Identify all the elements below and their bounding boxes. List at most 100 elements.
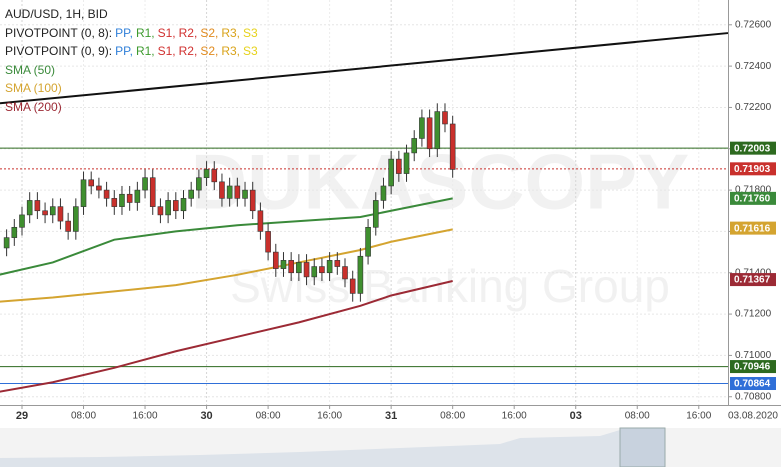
level-label-box bbox=[730, 273, 776, 287]
x-tick-label: 29 bbox=[16, 410, 28, 422]
candle-body bbox=[119, 193, 125, 207]
x-date-label: 03.08.2020 bbox=[728, 411, 778, 422]
x-tick-label: 30 bbox=[200, 410, 212, 422]
indicator-item: S2, bbox=[200, 44, 219, 58]
y-tick-label: 0.71800 bbox=[735, 185, 772, 196]
sma-line bbox=[0, 197, 453, 276]
candle-body bbox=[334, 260, 341, 267]
candle-body bbox=[219, 181, 225, 199]
candle-body bbox=[372, 200, 379, 228]
sma-line bbox=[0, 280, 453, 393]
indicator-item: S3 bbox=[243, 25, 258, 40]
sma-legend: SMA (50) SMA (100) SMA (200) bbox=[5, 61, 261, 117]
level-label-box bbox=[730, 162, 776, 176]
y-tick-label: 0.71400 bbox=[735, 267, 772, 278]
legend-entry: SMA (50) bbox=[5, 62, 56, 77]
candle-body bbox=[42, 210, 48, 216]
legend: AUD/USD, 1H, BID PIVOTPOINT (0, 8): PP, R1… bbox=[5, 5, 261, 116]
candle-body bbox=[357, 255, 364, 294]
candle-body bbox=[3, 237, 10, 249]
level-label: 0.71367 bbox=[734, 275, 771, 286]
candle-body bbox=[49, 206, 56, 216]
y-tick-label: 0.72200 bbox=[735, 102, 772, 113]
candle-body bbox=[257, 210, 264, 232]
indicator-item: R3, bbox=[221, 25, 241, 40]
x-tick-label: 16:00 bbox=[502, 411, 527, 422]
level-label-box bbox=[730, 141, 776, 155]
sma-line bbox=[0, 228, 453, 303]
candle-body bbox=[73, 206, 79, 232]
candle-body bbox=[126, 193, 133, 203]
grid bbox=[0, 0, 728, 405]
watermark-text: Swiss Banking Group bbox=[230, 260, 670, 312]
indicator-item: R1, bbox=[135, 25, 155, 40]
candle-body bbox=[88, 179, 95, 187]
candle-body bbox=[80, 179, 87, 207]
candle-body bbox=[103, 189, 110, 199]
indicator-row: PIVOTPOINT (0, 9): PP, R1, S1, R2, S2, R3, S3 bbox=[5, 42, 261, 61]
candle-body bbox=[134, 189, 141, 203]
level-label: 0.71760 bbox=[734, 194, 771, 205]
indicator-item: R2, bbox=[178, 25, 198, 40]
candle-body bbox=[149, 177, 156, 207]
indicator-name: PIVOTPOINT (0, 9): bbox=[5, 44, 113, 58]
indicator-row: PIVOTPOINT (0, 8): PP, R1, S1, R2, S2, R3, S3 bbox=[5, 24, 261, 43]
candle-body bbox=[265, 231, 271, 253]
candle-body bbox=[272, 251, 279, 269]
navigator-window[interactable] bbox=[619, 427, 666, 467]
level-label: 0.70864 bbox=[734, 379, 771, 390]
candle-body bbox=[211, 169, 218, 183]
legend-title: AUD/USD, 1H, BID bbox=[5, 7, 108, 21]
candle-body bbox=[303, 262, 310, 278]
candle-body bbox=[426, 117, 433, 150]
candle-body bbox=[188, 189, 194, 199]
y-tick-label: 0.71000 bbox=[735, 350, 772, 361]
x-tick-label: 16:00 bbox=[686, 411, 711, 422]
candle-body bbox=[57, 206, 64, 222]
candle-body bbox=[34, 200, 41, 212]
candle-body bbox=[26, 200, 33, 216]
level-label: 0.72003 bbox=[734, 143, 771, 154]
indicator-item: R1, bbox=[135, 44, 155, 58]
level-label-box bbox=[730, 221, 776, 235]
candle-body bbox=[388, 158, 394, 187]
indicator-item: PP, bbox=[115, 25, 133, 40]
candle-body bbox=[234, 185, 241, 199]
x-tick-label: 08:00 bbox=[625, 411, 650, 422]
indicator-item: R3, bbox=[221, 44, 241, 58]
level-label-box bbox=[730, 191, 776, 205]
trendline bbox=[0, 32, 729, 105]
candle-body bbox=[419, 117, 425, 139]
candle-body bbox=[96, 185, 102, 191]
candle-body bbox=[296, 262, 302, 274]
candle-body bbox=[249, 189, 256, 212]
level-label-box bbox=[730, 377, 776, 391]
candle-body bbox=[226, 185, 233, 199]
candle-body bbox=[326, 260, 333, 274]
indicator-item: R2, bbox=[178, 44, 198, 58]
indicators: PIVOTPOINT (0, 8): PP, R1, S1, R2, S2, R3, S3 PI… bbox=[5, 24, 261, 61]
candle-body bbox=[65, 220, 71, 232]
candle-body bbox=[157, 206, 164, 216]
x-tick-label: 08:00 bbox=[71, 411, 96, 422]
y-tick-label: 0.70800 bbox=[735, 391, 772, 402]
candle-body bbox=[19, 214, 25, 228]
indicator-item: S1, bbox=[157, 25, 176, 40]
navigator-area bbox=[0, 428, 665, 467]
candle-body bbox=[434, 111, 441, 150]
candle-body bbox=[403, 152, 410, 174]
watermark: DUKASCOPY Swiss Banking Group bbox=[191, 138, 689, 313]
plot bbox=[0, 32, 729, 393]
candle-body bbox=[396, 158, 402, 174]
candle-body bbox=[203, 169, 210, 179]
x-tick-label: 16:00 bbox=[133, 411, 158, 422]
candle-body bbox=[111, 198, 118, 207]
x-tick-label: 16:00 bbox=[317, 411, 342, 422]
candle-body bbox=[242, 189, 248, 199]
candle-body bbox=[349, 278, 356, 294]
indicator-name: PIVOTPOINT (0, 8): bbox=[5, 25, 113, 40]
candle-body bbox=[142, 177, 148, 191]
axes: 0.708000.710000.712000.714000.716000.718… bbox=[16, 19, 779, 421]
